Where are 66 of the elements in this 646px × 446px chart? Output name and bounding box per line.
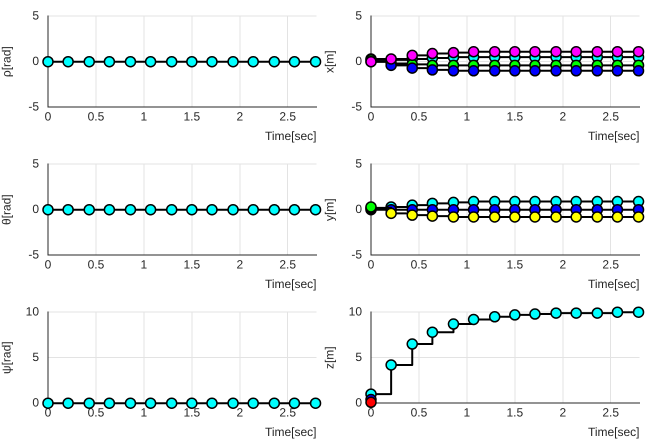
x-tick-label: 1.5 bbox=[183, 406, 201, 420]
y-tick-label: 0 bbox=[32, 396, 40, 410]
x-tick-label: 2.5 bbox=[602, 406, 620, 420]
x-axis-title: Time[sec] bbox=[264, 425, 316, 440]
y-tick-label: 10 bbox=[348, 304, 362, 319]
x-tick-label: 0 bbox=[44, 258, 52, 272]
x-tick-label: 2.5 bbox=[279, 110, 296, 124]
x-tick-label: 2 bbox=[236, 406, 244, 420]
x-axis-title: Time[sec] bbox=[264, 277, 316, 292]
x-tick-label: 1.5 bbox=[183, 258, 201, 272]
y-tick-label: 5 bbox=[355, 156, 362, 171]
y-tick-label: 5 bbox=[355, 350, 362, 364]
x-tick-label: 0.5 bbox=[410, 258, 428, 272]
x-tick-label: 1 bbox=[140, 406, 148, 420]
x-tick-label: 1.5 bbox=[506, 110, 524, 124]
x-tick-label: 0 bbox=[368, 258, 375, 272]
y-tick-label: -5 bbox=[351, 100, 362, 114]
y-tick-label: -5 bbox=[28, 100, 40, 114]
x-tick-label: 0 bbox=[368, 110, 375, 124]
y-tick-label: 5 bbox=[32, 156, 40, 171]
x-tick-label: 0 bbox=[44, 406, 52, 420]
y-tick-label: -5 bbox=[351, 248, 362, 262]
y-axis-title: θ[rad] bbox=[0, 194, 14, 226]
y-tick-label: 0 bbox=[355, 54, 362, 68]
x-tick-label: 1 bbox=[464, 258, 471, 272]
x-tick-label: 2 bbox=[236, 110, 244, 124]
y-tick-label: 10 bbox=[26, 304, 40, 319]
x-tick-label: 1 bbox=[464, 110, 471, 124]
x-tick-label: 0.5 bbox=[410, 110, 428, 124]
y-tick-label: -5 bbox=[28, 248, 40, 262]
y-tick-label: 0 bbox=[355, 396, 362, 410]
x-tick-label: 0.5 bbox=[88, 258, 105, 272]
x-tick-label: 0.5 bbox=[88, 406, 105, 420]
x-tick-label: 2.5 bbox=[602, 258, 620, 272]
x-tick-label: 1.5 bbox=[506, 258, 524, 272]
y-axis-title: ρ[rad] bbox=[0, 46, 14, 78]
y-tick-label: 5 bbox=[32, 350, 40, 364]
x-axis-title: Time[sec] bbox=[588, 277, 640, 292]
x-tick-label: 2 bbox=[559, 110, 566, 124]
x-tick-label: 0 bbox=[368, 406, 375, 420]
x-tick-label: 2 bbox=[236, 258, 244, 272]
x-tick-label: 0 bbox=[44, 110, 52, 124]
x-tick-label: 2.5 bbox=[279, 258, 296, 272]
x-axis-title: Time[sec] bbox=[588, 129, 640, 144]
x-tick-label: 0.5 bbox=[88, 110, 105, 124]
x-tick-label: 2 bbox=[559, 258, 566, 272]
x-tick-label: 1 bbox=[464, 406, 471, 420]
y-axis-title: y[m] bbox=[322, 198, 337, 222]
x-tick-label: 2.5 bbox=[602, 110, 620, 124]
y-tick-label: 5 bbox=[355, 8, 362, 23]
x-tick-label: 1.5 bbox=[183, 110, 201, 124]
y-tick-label: 5 bbox=[32, 8, 40, 23]
x-axis-title: Time[sec] bbox=[588, 425, 640, 440]
x-tick-label: 2.5 bbox=[279, 406, 296, 420]
x-axis-title: Time[sec] bbox=[264, 129, 316, 144]
x-tick-label: 1 bbox=[140, 110, 148, 124]
y-axis-title: z[m] bbox=[322, 346, 337, 370]
y-tick-label: 0 bbox=[355, 202, 362, 216]
y-tick-label: 0 bbox=[32, 202, 40, 216]
x-tick-label: 1 bbox=[140, 258, 148, 272]
y-axis-title: x[m] bbox=[322, 50, 337, 74]
x-tick-label: 0.5 bbox=[410, 406, 428, 420]
x-tick-label: 1.5 bbox=[506, 406, 524, 420]
y-axis-title: ψ[rad] bbox=[0, 341, 14, 374]
x-tick-label: 2 bbox=[559, 406, 566, 420]
y-tick-label: 0 bbox=[32, 54, 40, 68]
